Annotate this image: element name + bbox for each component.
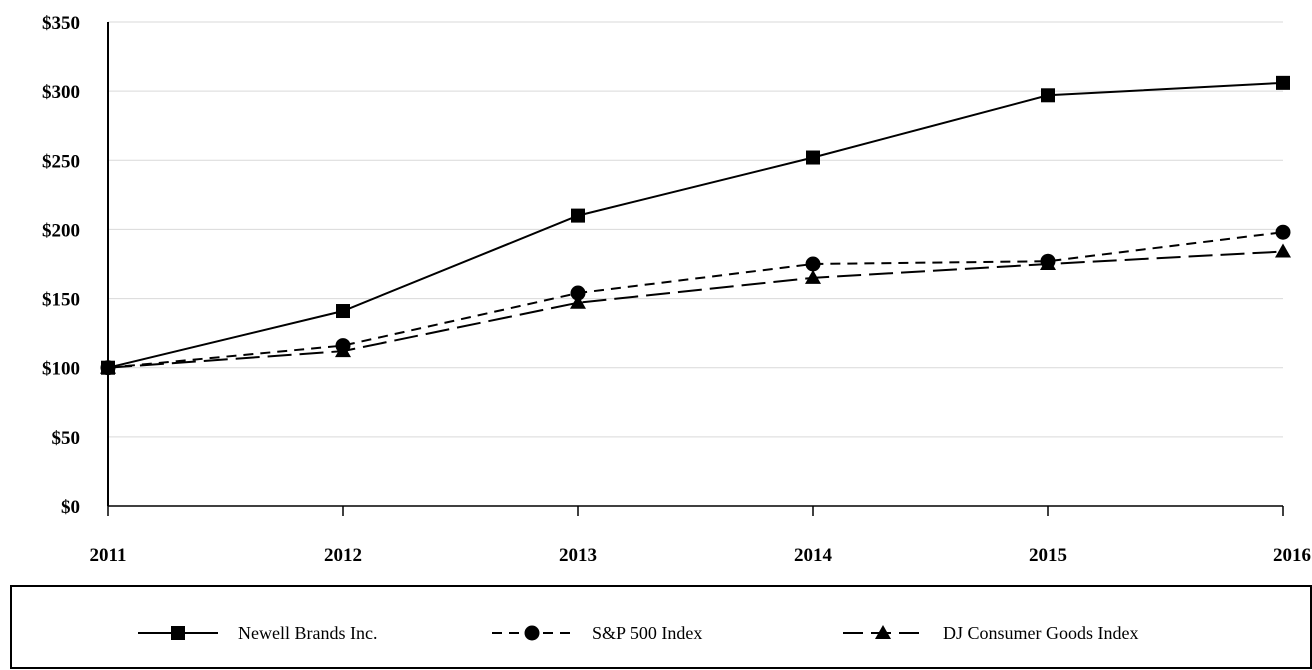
series-lines <box>100 75 1291 376</box>
grid-lines <box>108 21 1283 438</box>
series-line <box>107 250 1284 369</box>
series-circle <box>100 224 1291 376</box>
x-tick-label: 2011 <box>90 545 127 566</box>
x-tick-label: 2014 <box>794 545 833 566</box>
data-point-square <box>1276 75 1290 90</box>
data-point-triangle <box>1275 243 1291 258</box>
legend-marker-square <box>171 626 185 640</box>
y-tick-label: $100 <box>42 359 80 380</box>
legend: Newell Brands Inc. S&P 500 Index DJ Consum… <box>10 585 1312 669</box>
legend-label: DJ Consumer Goods Index <box>943 623 1139 643</box>
x-tick-label: 2015 <box>1029 545 1067 566</box>
series-square <box>101 75 1290 375</box>
data-point-circle <box>1275 224 1291 240</box>
data-point-square <box>1041 88 1055 103</box>
data-point-triangle <box>335 343 351 358</box>
series-triangle <box>100 243 1291 374</box>
y-tick-label: $0 <box>61 497 80 518</box>
data-point-triangle <box>570 294 586 309</box>
data-point-circle <box>570 285 586 301</box>
data-point-triangle <box>1040 256 1056 270</box>
series-line <box>107 81 1284 369</box>
legend-item: Newell Brands Inc. <box>138 623 377 643</box>
series-line <box>107 231 1284 369</box>
x-tick-labels: 2011 2012 2013 2014 2015 2016 <box>90 506 1311 566</box>
data-point-circle <box>805 256 821 272</box>
y-tick-label: $250 <box>42 151 80 172</box>
data-point-square <box>336 304 350 319</box>
x-tick-label: 2016 <box>1273 545 1311 566</box>
legend-label: S&P 500 Index <box>592 623 702 643</box>
legend-marker-circle <box>524 625 540 641</box>
y-tick-label: $350 <box>42 13 80 34</box>
y-tick-label: $300 <box>42 82 80 103</box>
data-point-square <box>806 150 820 165</box>
legend-box <box>10 585 1312 669</box>
legend-label: Newell Brands Inc. <box>238 623 377 643</box>
data-point-triangle <box>100 359 116 374</box>
x-tick-label: 2013 <box>559 545 597 566</box>
y-tick-label: $200 <box>42 220 80 241</box>
legend-item: S&P 500 Index <box>492 623 702 643</box>
axes <box>107 22 1283 507</box>
legend-marker-triangle <box>875 625 891 639</box>
data-point-triangle <box>805 269 821 284</box>
y-tick-label: $50 <box>52 428 81 449</box>
data-point-square <box>571 208 585 223</box>
y-tick-label: $150 <box>42 290 80 311</box>
y-tick-labels: $0 $50 $100 $150 $200 $250 $300 $350 <box>42 13 80 518</box>
x-tick-label: 2012 <box>324 545 362 566</box>
legend-item: DJ Consumer Goods Index <box>843 623 1139 643</box>
